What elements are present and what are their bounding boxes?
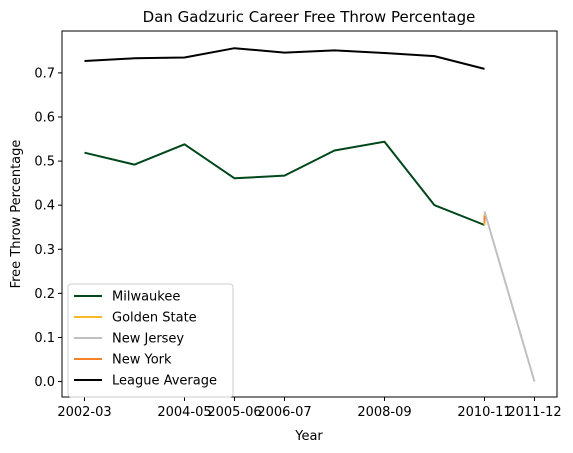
- y-tick-label: 0.1: [34, 331, 55, 346]
- chart-title: Dan Gadzuric Career Free Throw Percentag…: [143, 8, 476, 26]
- series-line-league-average: [84, 47, 485, 70]
- plot-frame: [61, 30, 558, 398]
- y-tick-label: 0.4: [34, 199, 55, 214]
- y-tick-label: 0.6: [34, 110, 55, 125]
- legend-label-league-average: League Average: [112, 374, 217, 389]
- x-tick-label: 2008-09: [357, 405, 411, 420]
- legend-label-new-jersey: New Jersey: [112, 332, 184, 347]
- legend-label-new-york: New York: [112, 353, 172, 368]
- series-layer: [84, 47, 536, 382]
- y-tick-label: 0.2: [34, 287, 55, 302]
- y-tick-label: 0.0: [34, 375, 55, 390]
- series-line-new-jersey: [483, 211, 536, 382]
- x-tick-label: 2004-05: [157, 405, 211, 420]
- y-axis-label: Free Throw Percentage: [9, 140, 24, 289]
- y-axis: 0.0 0.1 0.2 0.3 0.4 0.5 0.6 0.7: [34, 66, 62, 390]
- x-tick-label: 2011-12: [507, 405, 561, 420]
- y-tick-label: 0.3: [34, 243, 55, 258]
- legend: Milwaukee Golden State New Jersey New York L…: [67, 283, 234, 398]
- legend-label-milwaukee: Milwaukee: [112, 290, 180, 305]
- x-tick-label: 2006-07: [257, 405, 311, 420]
- y-tick-label: 0.5: [34, 155, 55, 170]
- legend-label-golden-state: Golden State: [112, 311, 197, 326]
- y-tick-label: 0.7: [34, 66, 55, 81]
- x-tick-label: 2010-11: [457, 405, 511, 420]
- x-tick-label: 2002-03: [57, 405, 111, 420]
- x-tick-label: 2005-06: [207, 405, 261, 420]
- x-axis-label: Year: [294, 429, 323, 444]
- series-line-milwaukee: [84, 140, 485, 226]
- legend-box: [67, 283, 234, 398]
